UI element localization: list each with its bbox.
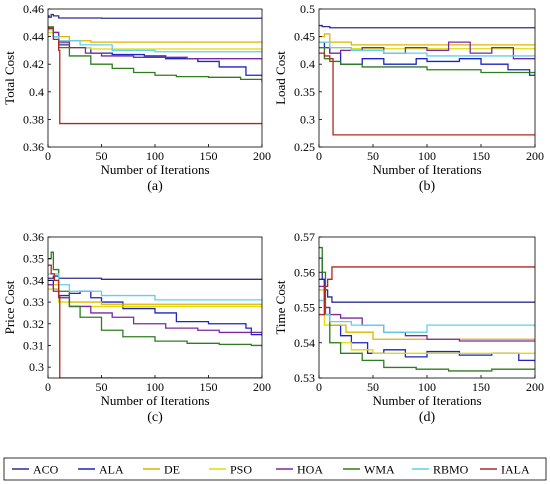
legend-label-aco: ACO — [33, 463, 59, 477]
y-tick-label: 0.46 — [23, 2, 44, 16]
chart-panel-2: 0 50 100 150 200 0.25 0.3 0.35 0.4 0.45 0.5 Number … — [273, 2, 544, 194]
x-axis-label: Number of Iterations — [100, 162, 209, 177]
y-tick-label: 0.34 — [23, 273, 44, 287]
y-axis-label: Load Cost — [273, 51, 288, 105]
x-tick-label: 50 — [96, 149, 108, 163]
y-tick-label: 0.56 — [294, 265, 315, 279]
series-line-rbmo — [319, 299, 535, 333]
legend-label-rbmo: RBMO — [433, 463, 469, 477]
series-lines — [48, 13, 262, 125]
series-lines — [319, 246, 535, 372]
y-tick-label: 0.35 — [23, 252, 44, 266]
series-line-de — [48, 26, 262, 43]
x-tick-label: 150 — [472, 149, 490, 163]
series-line-ala — [48, 279, 262, 336]
chart-panel-4: 0 50 100 150 200 0.53 0.54 0.55 0.56 0.57 Number o… — [273, 230, 544, 425]
y-tick-label: 0.54 — [294, 336, 315, 350]
series-line-wma — [319, 46, 535, 76]
series-line-hoa — [48, 27, 262, 60]
y-tick-label: 0.31 — [23, 338, 44, 352]
x-tick-label: 200 — [253, 380, 271, 394]
y-tick-label: 0.55 — [294, 301, 315, 315]
x-tick-label: 0 — [45, 380, 51, 394]
legend-label-iala: IALA — [501, 463, 530, 477]
x-tick-label: 200 — [526, 380, 544, 394]
panel-label: (d) — [419, 410, 436, 425]
series-line-iala — [48, 264, 262, 378]
series-line-wma — [48, 251, 262, 347]
series-line-aco — [48, 13, 262, 19]
x-tick-label: 0 — [316, 380, 322, 394]
axes-frame — [318, 8, 536, 148]
series-lines — [319, 24, 535, 136]
series-line-iala — [48, 27, 262, 125]
y-tick-label: 0.35 — [294, 85, 315, 99]
legend: ACO ALA DE PSO HOA WMA RBMO IALA — [3, 457, 547, 481]
legend-label-hoa: HOA — [297, 463, 323, 477]
y-tick-label: 0.3 — [29, 360, 44, 374]
y-tick-label: 0.36 — [23, 230, 44, 244]
y-axis-label: Time Cost — [273, 280, 288, 334]
panel-label: (c) — [147, 410, 163, 425]
x-tick-label: 150 — [200, 380, 218, 394]
series-line-aco — [319, 24, 535, 29]
x-tick-label: 100 — [418, 149, 436, 163]
legend-label-de: DE — [164, 463, 180, 477]
chart-panel-1: 0 50 100 150 200 0.36 0.38 0.4 0.42 0.44 0.46 Numbe… — [2, 2, 271, 194]
legend-label-pso: PSO — [230, 463, 252, 477]
legend-label-ala: ALA — [99, 463, 124, 477]
y-tick-label: 0.44 — [23, 30, 44, 44]
y-axis-label: Total Cost — [2, 51, 17, 105]
series-line-wma — [319, 246, 535, 372]
series-line-de — [319, 33, 535, 46]
series-line-aco — [319, 257, 535, 303]
series-lines — [48, 251, 262, 378]
y-tick-label: 0.42 — [23, 57, 44, 71]
y-tick-label: 0.25 — [294, 140, 315, 154]
y-tick-label: 0.4 — [29, 85, 44, 99]
x-axis-label: Number of Iterations — [372, 393, 481, 408]
x-tick-label: 50 — [96, 380, 108, 394]
chart-panel-3: 0 50 100 150 200 0.3 0.31 0.32 0.33 0.34 0.35 0.36 N… — [2, 230, 271, 425]
x-tick-label: 50 — [367, 380, 379, 394]
x-tick-label: 150 — [200, 149, 218, 163]
x-tick-label: 200 — [253, 149, 271, 163]
x-tick-label: 0 — [45, 149, 51, 163]
axes-frame — [47, 8, 263, 148]
panel-label: (a) — [147, 179, 163, 194]
x-axis-label: Number of Iterations — [372, 162, 481, 177]
y-tick-label: 0.32 — [23, 317, 44, 331]
y-tick-label: 0.38 — [23, 112, 44, 126]
x-tick-label: 100 — [418, 380, 436, 394]
x-tick-label: 100 — [146, 380, 164, 394]
x-tick-label: 0 — [316, 149, 322, 163]
legend-box — [3, 457, 547, 481]
y-tick-label: 0.45 — [294, 30, 315, 44]
panel-label: (b) — [419, 179, 436, 194]
series-line-iala — [319, 52, 535, 136]
series-line-aco — [48, 275, 262, 280]
series-line-ala — [48, 27, 262, 77]
series-line-rbmo — [319, 41, 535, 57]
series-line-hoa — [319, 41, 535, 60]
x-tick-label: 100 — [146, 149, 164, 163]
legend-label-wma: WMA — [364, 463, 395, 477]
series-line-wma — [48, 26, 262, 83]
x-tick-label: 150 — [472, 380, 490, 394]
y-tick-label: 0.5 — [300, 2, 315, 16]
y-tick-label: 0.36 — [23, 140, 44, 154]
y-tick-label: 0.57 — [294, 230, 315, 244]
series-line-iala — [319, 266, 535, 316]
x-tick-label: 50 — [367, 149, 379, 163]
x-tick-label: 200 — [526, 149, 544, 163]
y-tick-label: 0.4 — [300, 57, 315, 71]
y-axis-label: Price Cost — [2, 280, 17, 334]
y-tick-label: 0.3 — [300, 112, 315, 126]
y-tick-label: 0.33 — [23, 295, 44, 309]
y-tick-label: 0.53 — [294, 371, 315, 385]
x-axis-label: Number of Iterations — [100, 393, 209, 408]
